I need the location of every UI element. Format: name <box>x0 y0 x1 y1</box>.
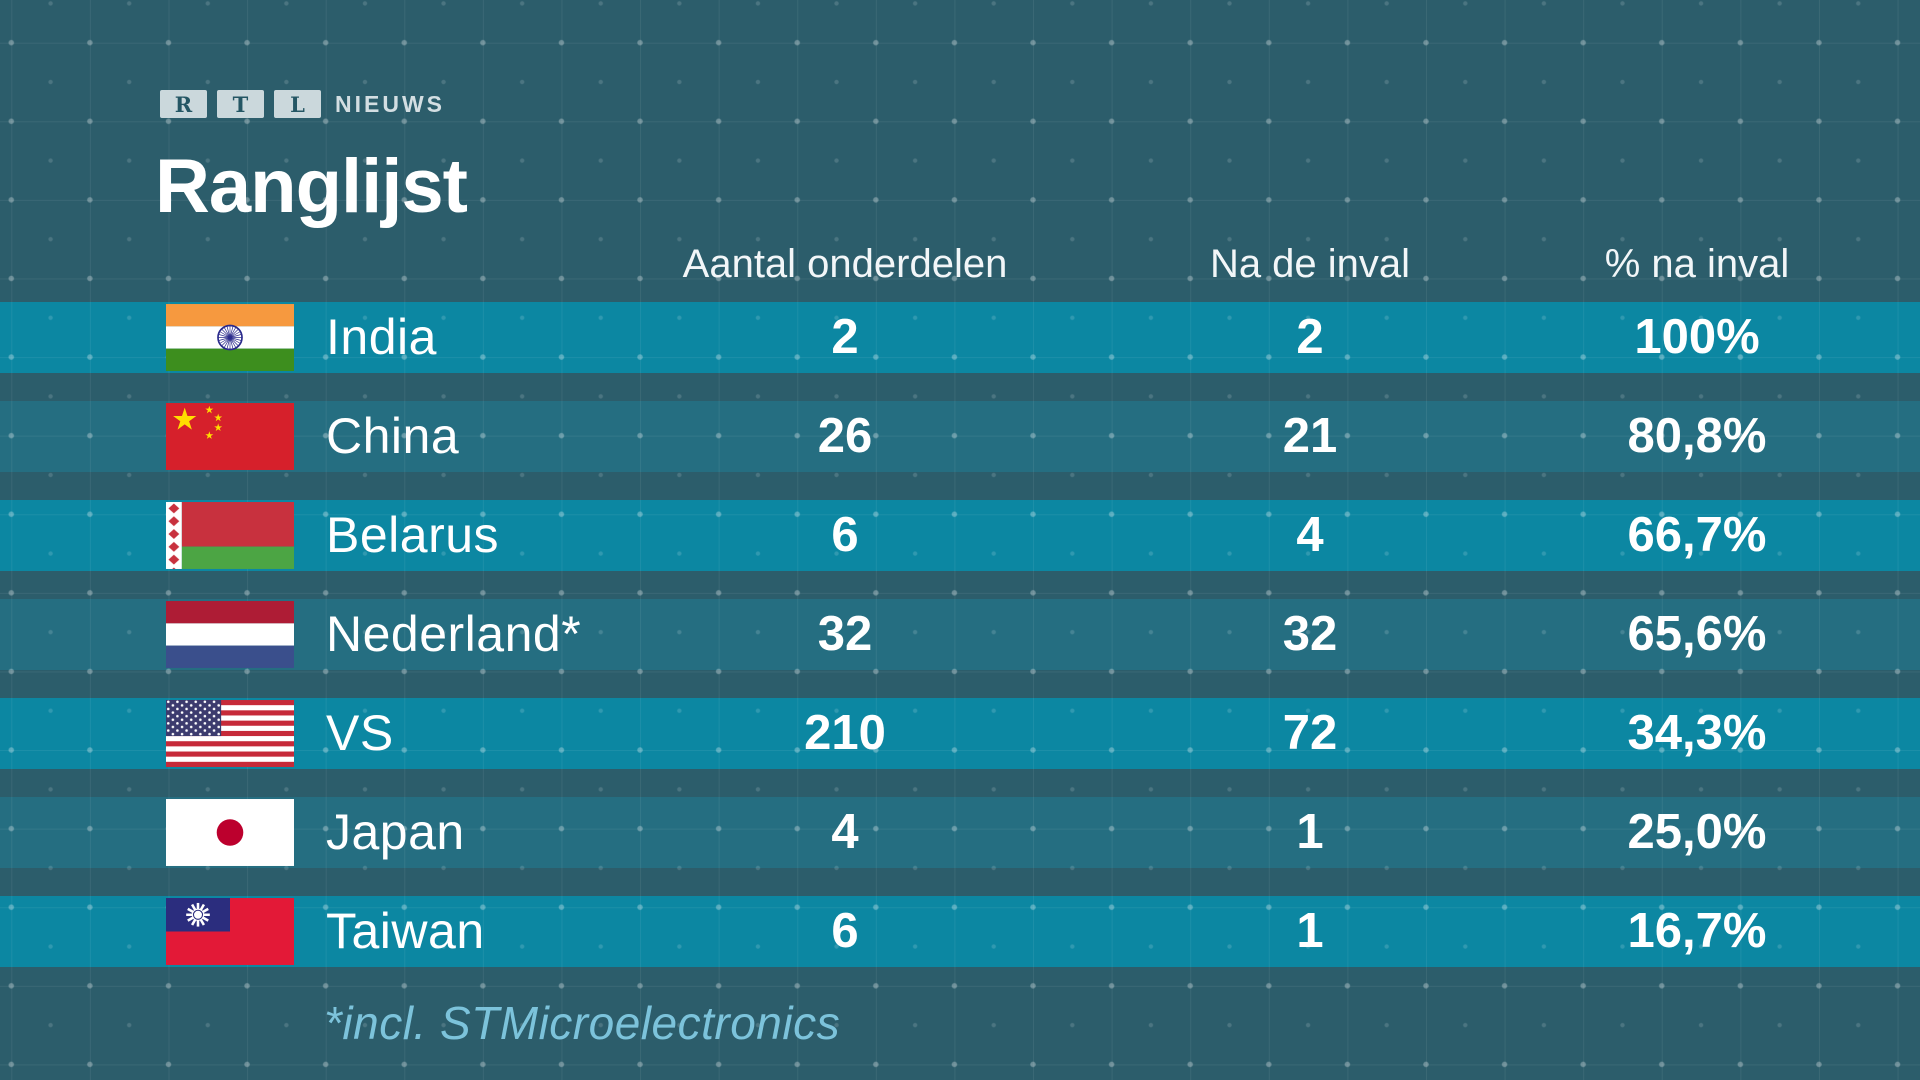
country-label: Nederland* <box>326 606 582 662</box>
rtl-nieuws-logo: R T L NIEUWS <box>160 90 445 118</box>
country-label: Taiwan <box>326 903 485 959</box>
table-row: Belarus 6 4 66,7% <box>0 500 1920 571</box>
cell-aantal-onderdelen: 26 <box>817 409 873 463</box>
cell-na-de-inval: 1 <box>1296 904 1324 958</box>
column-header-aantal-onderdelen: Aantal onderdelen <box>682 242 1008 286</box>
cell-na-de-inval: 2 <box>1296 310 1324 364</box>
cell-na-de-inval: 72 <box>1282 706 1338 760</box>
rtl-logo-letter-box: T <box>217 90 264 118</box>
china-flag-icon <box>166 403 294 470</box>
page-title: Ranglijst <box>155 144 468 229</box>
cell-pct-na-inval: 16,7% <box>1627 904 1767 958</box>
country-label: China <box>326 408 460 464</box>
cell-pct-na-inval: 100% <box>1634 310 1760 364</box>
cell-pct-na-inval: 34,3% <box>1627 706 1767 760</box>
country-label: India <box>326 309 437 365</box>
cell-aantal-onderdelen: 4 <box>831 805 859 859</box>
footnote: *incl. STMicroelectronics <box>324 997 841 1049</box>
cell-pct-na-inval: 25,0% <box>1627 805 1767 859</box>
cell-na-de-inval: 1 <box>1296 805 1324 859</box>
logo-letter-t: T <box>232 91 249 117</box>
cell-pct-na-inval: 65,6% <box>1627 607 1767 661</box>
table-row: Japan 4 1 25,0% <box>0 797 1920 868</box>
column-header-pct-na-inval: % na inval <box>1604 242 1790 286</box>
cell-aantal-onderdelen: 6 <box>831 508 859 562</box>
country-label: Belarus <box>326 507 500 563</box>
cell-na-de-inval: 21 <box>1282 409 1338 463</box>
cell-pct-na-inval: 80,8% <box>1627 409 1767 463</box>
rtl-logo-letter-box: R <box>160 90 207 118</box>
us-flag-icon <box>166 700 294 767</box>
cell-aantal-onderdelen: 32 <box>817 607 873 661</box>
rtl-logo-letter-box: L <box>274 90 321 118</box>
nieuws-wordmark: NIEUWS <box>335 90 445 117</box>
logo-letter-r: R <box>174 91 193 117</box>
cell-aantal-onderdelen: 2 <box>831 310 859 364</box>
table-row: China 26 21 80,8% <box>0 401 1920 472</box>
cell-na-de-inval: 32 <box>1282 607 1338 661</box>
india-flag-icon <box>166 304 294 371</box>
table-row: Taiwan 6 1 16,7% <box>0 896 1920 967</box>
cell-aantal-onderdelen: 6 <box>831 904 859 958</box>
taiwan-flag-icon <box>166 898 294 965</box>
column-header-na-de-inval: Na de inval <box>1209 242 1411 286</box>
table-row: VS 210 72 34,3% <box>0 698 1920 769</box>
cell-aantal-onderdelen: 210 <box>804 706 886 760</box>
country-label: VS <box>326 705 394 761</box>
logo-letter-l: L <box>290 91 305 117</box>
cell-pct-na-inval: 66,7% <box>1627 508 1767 562</box>
table-row: Nederland* 32 32 65,6% <box>0 599 1920 670</box>
cell-na-de-inval: 4 <box>1296 508 1324 562</box>
belarus-flag-icon <box>166 502 294 569</box>
table-row: India 2 2 100% <box>0 302 1920 373</box>
japan-flag-icon <box>166 799 294 866</box>
country-label: Japan <box>326 804 465 860</box>
netherlands-flag-icon <box>166 601 294 668</box>
